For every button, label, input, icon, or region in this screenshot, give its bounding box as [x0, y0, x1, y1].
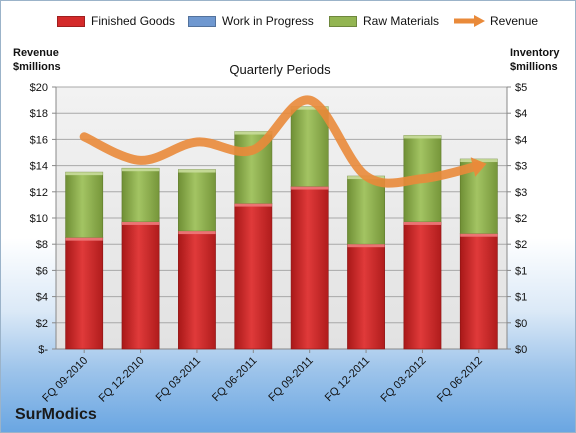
bar-finished-goods-cap	[65, 237, 103, 241]
right-tick-label: $1	[515, 265, 527, 277]
left-axis-title-line1: Revenue	[13, 47, 59, 59]
left-tick-label: $14	[30, 161, 48, 173]
bar-raw-materials	[65, 171, 104, 238]
bar-finished-goods	[403, 221, 442, 350]
left-tick-label: $20	[30, 82, 48, 94]
left-tick-label: $10	[30, 213, 48, 225]
left-axis-title-line2: $millions	[13, 61, 61, 73]
left-tick-label: $8	[36, 239, 48, 251]
bar-finished-goods	[121, 221, 160, 350]
bar-raw-materials	[178, 169, 216, 232]
bar-raw-materials-cap	[65, 172, 103, 176]
revenue-arrowhead	[470, 157, 487, 177]
right-tick-label: $2	[515, 213, 527, 225]
bar-raw-materials-cap	[460, 159, 498, 163]
bar-raw-materials-cap	[403, 135, 442, 139]
bar-finished-goods-cap	[234, 203, 272, 207]
bar-finished-goods-cap	[178, 231, 216, 235]
legend-swatch-finished-goods	[57, 15, 85, 27]
x-tick-label: FQ 12-2011	[323, 355, 372, 404]
right-tick-label: $0	[515, 318, 527, 330]
x-tick-label: FQ 09-2010	[40, 355, 90, 405]
revenue-line	[79, 95, 484, 188]
x-tick-label: FQ 12-2010	[97, 355, 147, 405]
bar-finished-goods	[290, 186, 329, 350]
x-tick-label: FQ 03-2012	[379, 355, 429, 405]
right-tick-label: $2	[515, 239, 527, 251]
left-tick-label: $12	[30, 187, 48, 199]
right-tick-label: $5	[515, 82, 527, 94]
left-tick-label: $-	[38, 344, 48, 356]
bar-finished-goods	[65, 237, 104, 350]
bar-raw-materials-cap	[121, 168, 160, 172]
bar-finished-goods	[234, 203, 273, 350]
right-axis-title: Inventory $millions	[510, 46, 560, 74]
bar-raw-materials-cap	[291, 106, 329, 110]
bar-finished-goods-cap	[121, 221, 160, 225]
legend-label-revenue: Revenue	[490, 14, 539, 28]
bar-raw-materials	[347, 175, 385, 245]
bar-raw-materials-cap	[234, 131, 272, 135]
legend-label-raw-materials: Raw Materials	[363, 14, 440, 28]
right-axis-title-line1: Inventory	[510, 47, 560, 59]
left-tick-label: $4	[36, 292, 48, 304]
right-tick-label: $1	[515, 292, 527, 304]
bar-raw-materials	[121, 167, 160, 223]
right-tick-label: $3	[515, 187, 527, 199]
left-axis-title: Revenue $millions	[13, 46, 61, 74]
left-tick-label: $2	[36, 318, 48, 330]
left-tick-label: $18	[30, 108, 48, 120]
right-axis-title-line2: $millions	[510, 61, 558, 73]
legend-item-raw-materials: Raw Materials	[329, 14, 439, 28]
legend-label-work-in-progress: Work in Progress	[222, 14, 314, 28]
bar-finished-goods-cap	[403, 221, 442, 225]
right-tick-label: $4	[515, 134, 527, 146]
legend-item-work-in-progress: Work in Progress	[188, 14, 314, 28]
right-tick-label: $3	[515, 161, 527, 173]
x-tick-label: FQ 03-2011	[154, 355, 203, 404]
legend-swatch-raw-materials	[329, 15, 357, 27]
bar-finished-goods-cap	[291, 186, 329, 190]
legend: Finished Goods Work in Progress Raw Mate…	[0, 14, 576, 34]
bar-finished-goods-cap	[460, 233, 498, 237]
bar-raw-materials	[290, 106, 329, 187]
left-tick-label: $16	[30, 134, 48, 146]
bar-finished-goods	[347, 243, 385, 350]
legend-item-revenue: Revenue	[452, 14, 538, 28]
right-tick-label: $0	[515, 344, 527, 356]
left-tick-label: $6	[36, 265, 48, 277]
legend-item-finished-goods: Finished Goods	[57, 14, 175, 28]
legend-swatch-work-in-progress	[188, 15, 216, 27]
x-tick-label: FQ 09-2011	[266, 355, 315, 404]
bar-finished-goods-cap	[347, 244, 385, 248]
bar-finished-goods	[178, 230, 216, 350]
right-tick-label: $4	[515, 108, 527, 120]
bar-finished-goods	[459, 233, 498, 350]
x-tick-label: FQ 06-2012	[435, 355, 485, 405]
x-tick-label: FQ 06-2011	[210, 355, 259, 404]
legend-label-finished-goods: Finished Goods	[91, 14, 176, 28]
chart-title: Quarterly Periods	[229, 62, 331, 77]
bar-raw-materials-cap	[178, 169, 216, 173]
legend-swatch-revenue	[454, 15, 485, 27]
company-name: SurModics	[15, 406, 97, 423]
